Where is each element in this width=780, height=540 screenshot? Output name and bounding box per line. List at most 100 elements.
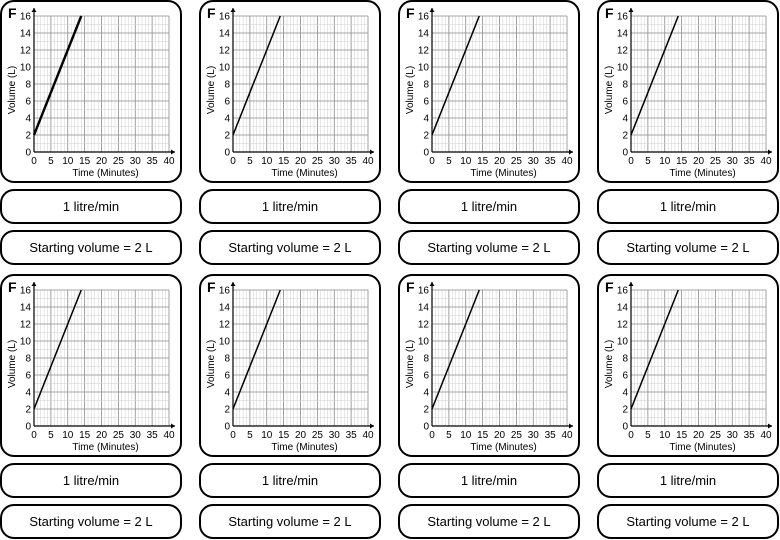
y-tick-label: 6 [622, 97, 628, 108]
graph-card: 0 5 10 15 20 25 30 35 40 0 2 4 6 8 10 12 14 16 Time (Minut… [199, 274, 381, 457]
x-tick-label: 0 [230, 430, 236, 441]
y-tick-label: 10 [20, 337, 32, 348]
graph-card: 0 5 10 15 20 25 30 35 40 0 2 4 6 8 10 12 14 16 Time (Minut… [199, 0, 381, 183]
x-tick-label: 15 [676, 430, 688, 441]
x-tick-label: 5 [645, 156, 651, 167]
y-tick-label: 14 [219, 29, 231, 40]
x-tick-label: 40 [362, 156, 374, 167]
x-tick-label: 25 [312, 430, 324, 441]
x-tick-label: 30 [130, 430, 142, 441]
y-tick-label: 12 [20, 46, 32, 57]
y-axis-arrow-icon [429, 282, 435, 286]
y-tick-label: 6 [423, 371, 429, 382]
y-axis-arrow-icon [429, 8, 435, 12]
y-tick-label: 4 [224, 114, 230, 125]
x-axis-label: Time (Minutes) [271, 442, 337, 453]
x-tick-label: 10 [261, 156, 273, 167]
rate-card: 1 litre/min [199, 463, 381, 498]
y-axis-arrow-icon [628, 282, 634, 286]
graph-card: 0 5 10 15 20 25 30 35 40 0 2 4 6 8 10 12 14 16 Time (Minut… [597, 274, 779, 457]
x-tick-label: 15 [278, 156, 290, 167]
card-letter: F [406, 5, 415, 21]
x-tick-label: 0 [31, 156, 37, 167]
x-tick-label: 25 [113, 156, 125, 167]
y-tick-label: 6 [224, 97, 230, 108]
graph-card: 0 5 10 15 20 25 30 35 40 0 2 4 6 8 10 12 14 16 Time (Minut… [0, 274, 182, 457]
y-tick-label: 6 [423, 97, 429, 108]
graph-card: 0 5 10 15 20 25 30 35 40 0 2 4 6 8 10 12 14 16 Time (Minut… [398, 274, 580, 457]
starting-volume-label: Starting volume = 2 L [427, 240, 551, 255]
y-tick-label: 8 [25, 80, 31, 91]
y-tick-label: 0 [224, 422, 230, 433]
card-letter: F [406, 279, 415, 295]
series-line [431, 289, 480, 410]
y-tick-label: 4 [25, 388, 31, 399]
x-tick-label: 40 [760, 156, 772, 167]
x-tick-label: 0 [230, 156, 236, 167]
x-tick-label: 30 [329, 156, 341, 167]
x-axis-label: Time (Minutes) [271, 168, 337, 179]
y-tick-label: 2 [25, 405, 31, 416]
y-tick-label: 16 [219, 286, 231, 297]
starting-volume-card: Starting volume = 2 L [398, 230, 580, 265]
card-letter: F [605, 5, 614, 21]
x-tick-label: 10 [261, 430, 273, 441]
y-tick-label: 12 [418, 46, 430, 57]
x-tick-label: 20 [96, 156, 108, 167]
x-tick-label: 30 [727, 156, 739, 167]
x-tick-label: 25 [511, 430, 523, 441]
x-tick-label: 10 [62, 156, 74, 167]
y-tick-label: 2 [622, 405, 628, 416]
y-tick-label: 8 [622, 354, 628, 365]
y-tick-label: 8 [622, 80, 628, 91]
x-tick-label: 20 [295, 156, 307, 167]
x-tick-label: 5 [446, 156, 452, 167]
y-tick-label: 16 [219, 12, 231, 23]
y-tick-label: 2 [224, 405, 230, 416]
x-axis-arrow-icon [370, 149, 374, 155]
x-tick-label: 20 [494, 156, 506, 167]
y-tick-label: 16 [418, 12, 430, 23]
starting-volume-label: Starting volume = 2 L [626, 514, 750, 529]
rate-label: 1 litre/min [261, 473, 319, 488]
x-tick-label: 20 [693, 156, 705, 167]
y-axis-label: Volume (L) [7, 340, 18, 388]
y-tick-label: 10 [219, 337, 231, 348]
y-axis-arrow-icon [31, 282, 37, 286]
y-axis-arrow-icon [31, 8, 37, 12]
y-tick-label: 4 [622, 388, 628, 399]
y-tick-label: 4 [423, 114, 429, 125]
rate-card: 1 litre/min [0, 189, 182, 224]
x-tick-label: 15 [79, 430, 91, 441]
y-tick-label: 8 [423, 80, 429, 91]
x-tick-label: 35 [545, 156, 557, 167]
x-axis-arrow-icon [171, 423, 175, 429]
x-tick-label: 15 [676, 156, 688, 167]
y-tick-label: 12 [219, 46, 231, 57]
y-axis-label: Volume (L) [206, 66, 217, 114]
rate-card: 1 litre/min [199, 189, 381, 224]
series-line [32, 15, 83, 136]
y-tick-label: 2 [622, 131, 628, 142]
rate-label: 1 litre/min [659, 199, 717, 214]
rate-card: 1 litre/min [398, 463, 580, 498]
x-tick-label: 25 [710, 156, 722, 167]
starting-volume-card: Starting volume = 2 L [199, 504, 381, 539]
starting-volume-label: Starting volume = 2 L [626, 240, 750, 255]
x-tick-label: 5 [48, 430, 54, 441]
x-tick-label: 35 [744, 430, 756, 441]
series-line [33, 289, 82, 410]
y-tick-label: 4 [423, 388, 429, 399]
rate-label: 1 litre/min [659, 473, 717, 488]
x-tick-label: 5 [48, 156, 54, 167]
y-tick-label: 0 [224, 148, 230, 159]
x-tick-label: 15 [278, 430, 290, 441]
y-tick-label: 14 [20, 303, 32, 314]
series-line [630, 289, 679, 410]
card-letter: F [8, 5, 17, 21]
x-axis-label: Time (Minutes) [669, 168, 735, 179]
